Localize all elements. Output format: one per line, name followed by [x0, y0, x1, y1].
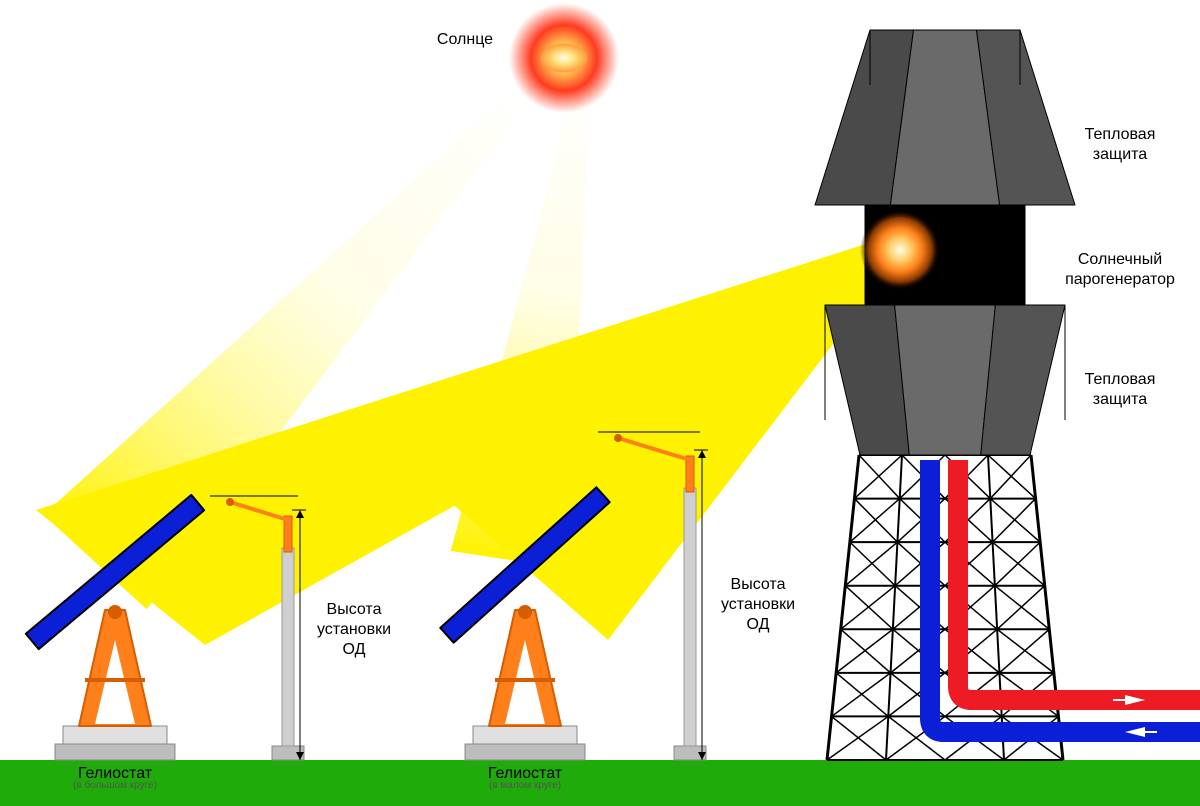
diagram-canvas — [0, 0, 1200, 806]
tower-lattice — [827, 455, 1063, 760]
ground — [0, 760, 1200, 806]
receiver-hotspot — [860, 210, 940, 290]
tower-shield — [825, 305, 1065, 455]
tower-shield — [815, 30, 1075, 205]
